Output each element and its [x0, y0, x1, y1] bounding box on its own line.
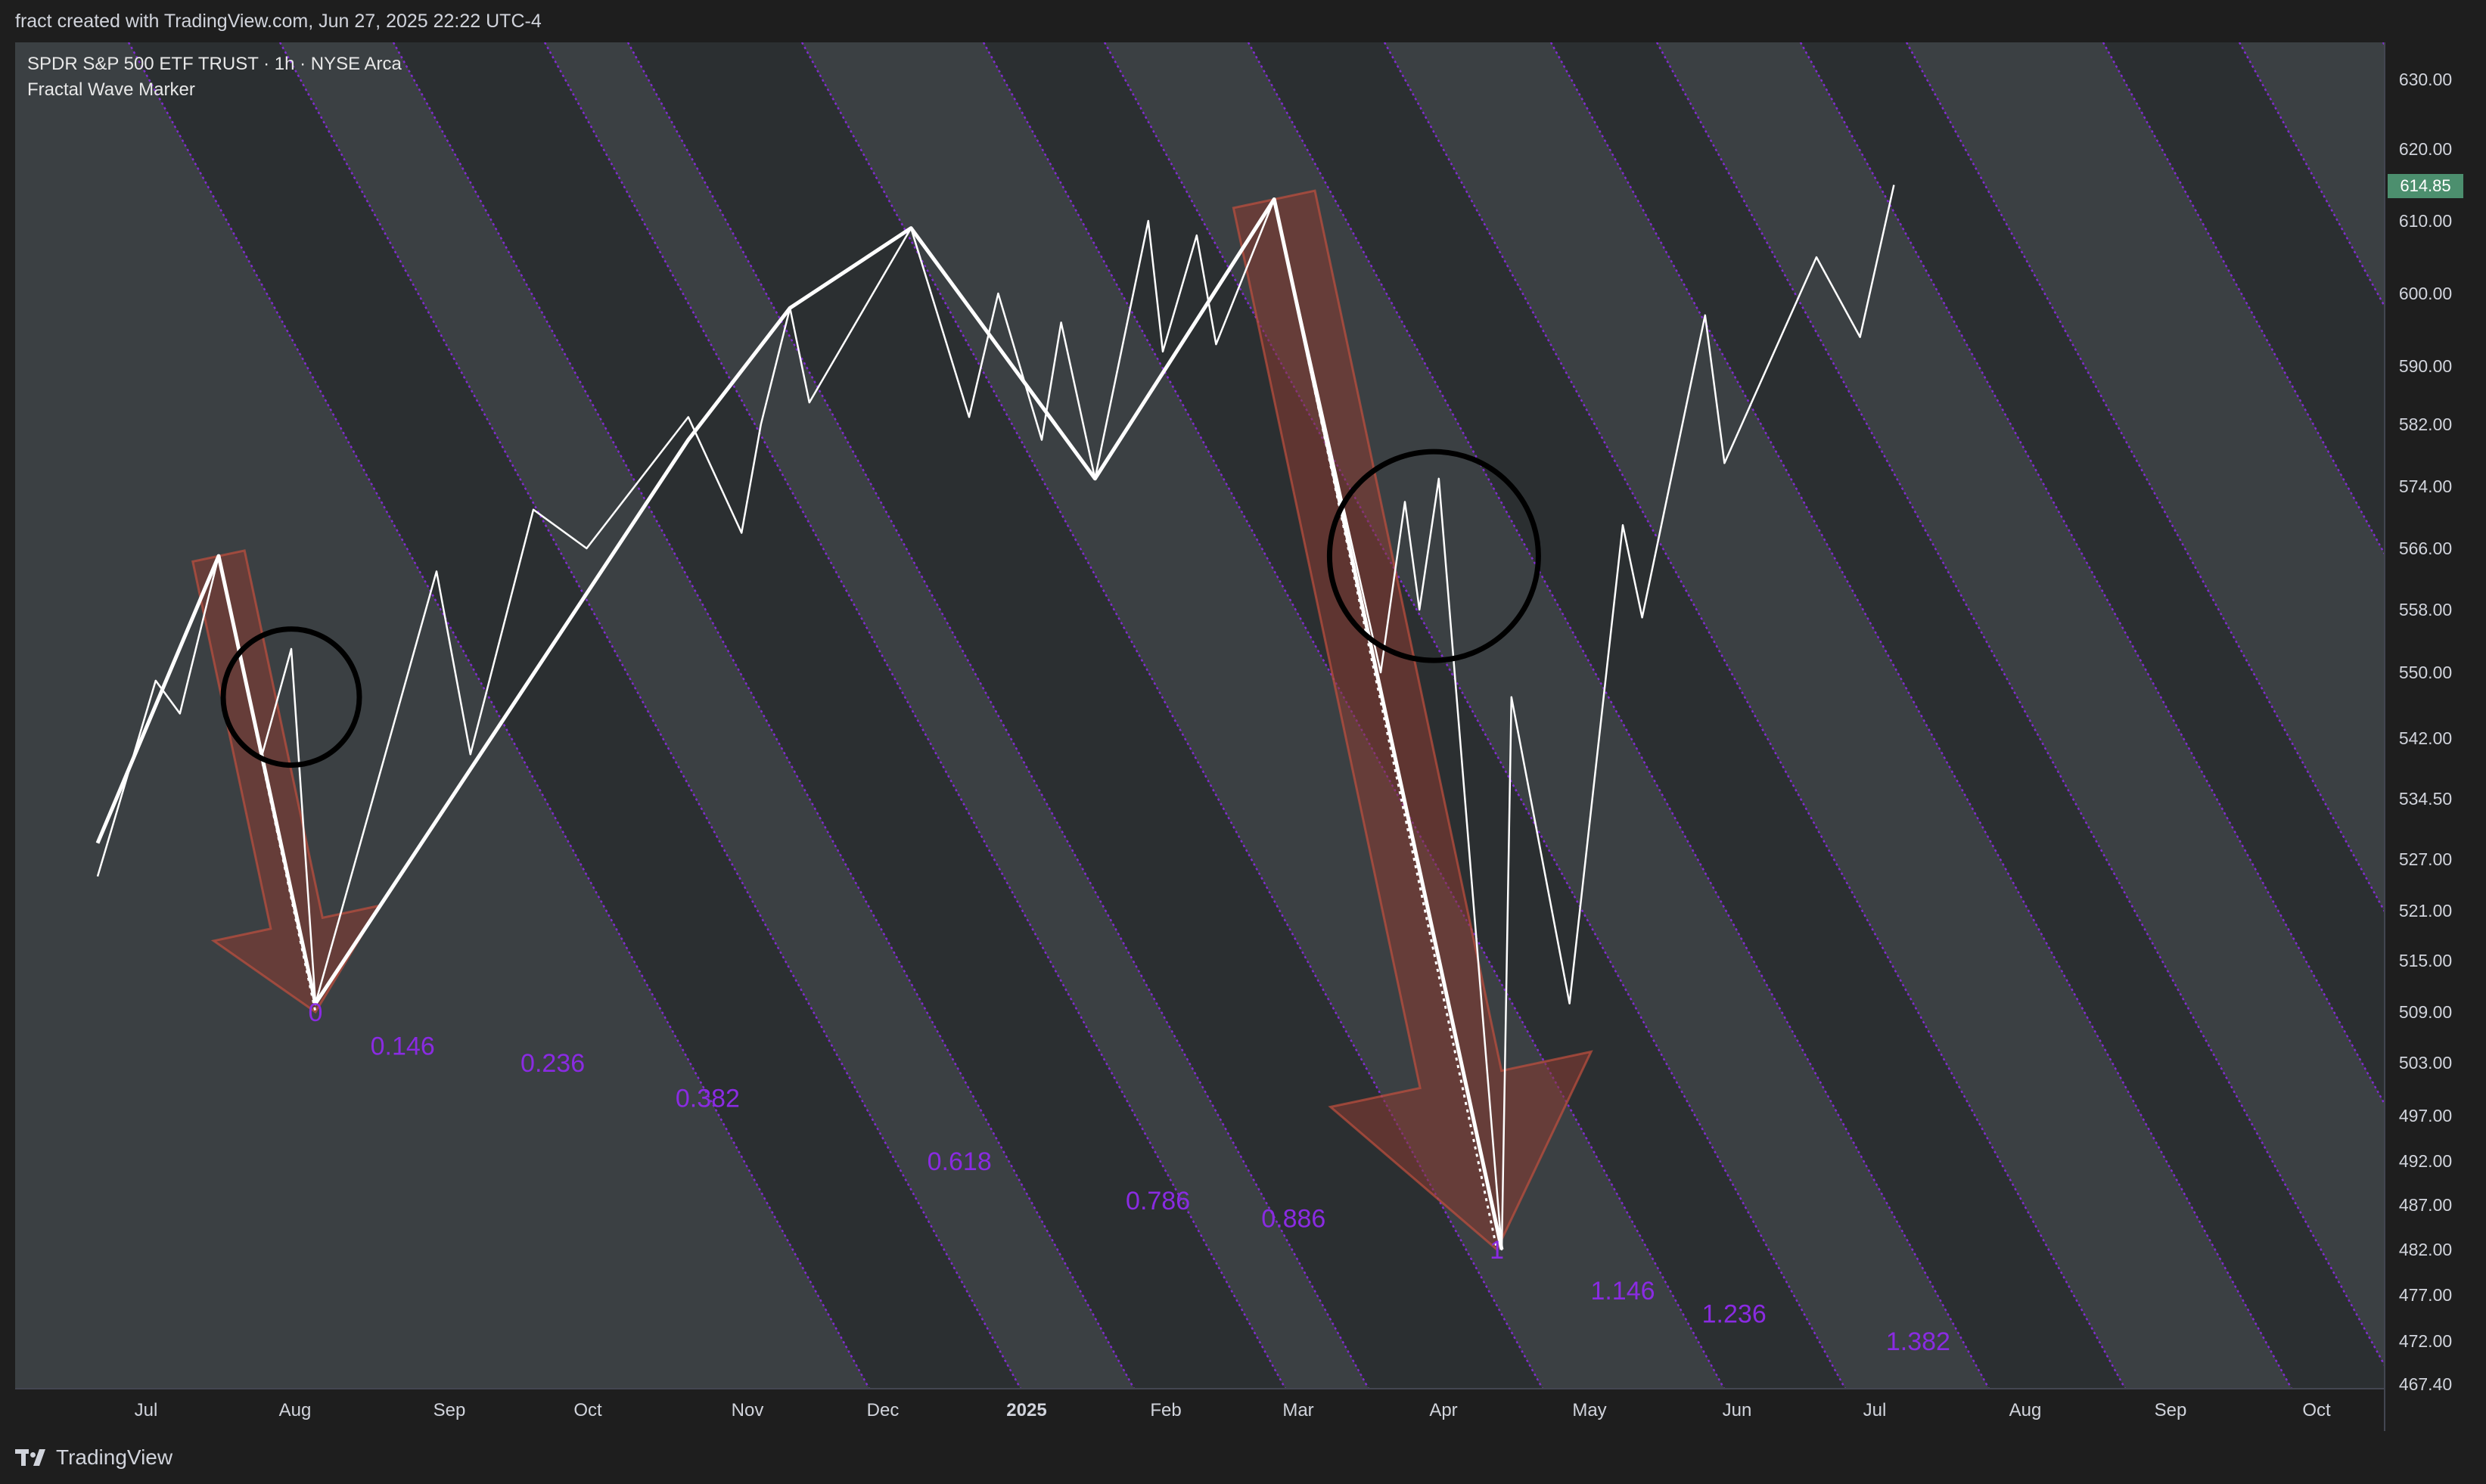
fib-band-edge [1655, 42, 2385, 1368]
fib-level-label: 0.236 [521, 1049, 585, 1078]
fib-band-edge [2238, 42, 2385, 309]
y-tick-label: 477.00 [2399, 1285, 2452, 1305]
fib-band-edge [392, 42, 1136, 1389]
fib-time-band [1551, 42, 2385, 1389]
y-tick-label: 503.00 [2399, 1053, 2452, 1073]
y-tick-label: 509.00 [2399, 1002, 2452, 1022]
top-bar: fract created with TradingView.com, Jun … [0, 0, 2486, 42]
fib-band-edge [1799, 42, 2385, 1107]
fib-level-label: 0.886 [1261, 1205, 1325, 1234]
fib-level-labels: 0 0.146 0.236 0.382 0.618 0.786 0.886 1 1.146 1.2… [309, 998, 1950, 1356]
fib-time-band [2103, 42, 2385, 554]
wave-arrow [191, 549, 382, 1014]
fib-time-band [1248, 42, 2125, 1389]
x-tick-label: Oct [573, 1400, 602, 1420]
fib-time-band [129, 42, 1021, 1389]
x-tick-label: Feb [1150, 1400, 1181, 1420]
x-tick-label: May [1572, 1400, 1606, 1420]
wave-dotted-lines [217, 199, 1499, 1250]
y-tick-label: 492.00 [2399, 1151, 2452, 1171]
y-tick-label: 467.40 [2399, 1374, 2452, 1394]
y-tick-label: 521.00 [2399, 901, 2452, 921]
fib-band-edge [2102, 42, 2385, 556]
fib-level-label: 1.382 [1886, 1327, 1950, 1356]
x-tick-label: Nov [732, 1400, 764, 1420]
highlight-circle [1326, 449, 1541, 663]
fib-band-edge [1549, 42, 2293, 1389]
y-tick-label: 600.00 [2399, 284, 2452, 303]
fib-level-label: 0.382 [676, 1085, 740, 1113]
fib-band-edge [278, 42, 1022, 1389]
fib-level-label: 0.146 [371, 1032, 435, 1061]
fib-band-edge [800, 42, 1544, 1389]
y-tick-label: 497.00 [2399, 1106, 2452, 1125]
last-price-tag: 614.85 [2388, 173, 2463, 198]
x-tick-label: Apr [1429, 1400, 1457, 1420]
minor-swing-line [96, 185, 1895, 1251]
minor-swing-path [96, 185, 1895, 1251]
fib-time-band [628, 42, 1543, 1389]
fib-band-edge [1905, 42, 2385, 914]
tradingview-brand: TradingView [56, 1445, 173, 1469]
y-tick-label: 472.00 [2399, 1331, 2452, 1351]
tradingview-icon [15, 1449, 48, 1466]
y-tick-label: 610.00 [2399, 211, 2452, 231]
fib-level-label: 0 [309, 998, 323, 1027]
x-axis-ticks: Jul Aug Sep Oct Nov Dec 2025 Feb Mar Apr May Jun Jul… [135, 1400, 2331, 1420]
x-tick-label: Aug [279, 1400, 312, 1420]
fib-band-edge [1103, 42, 1847, 1389]
y-tick-label: 534.50 [2399, 789, 2452, 809]
fib-level-label: 0.618 [928, 1147, 992, 1176]
fib-level-label: 1 [1490, 1236, 1504, 1265]
x-tick-label: Sep [2155, 1400, 2187, 1420]
y-tick-label: 515.00 [2399, 951, 2452, 970]
y-tick-label: 550.00 [2399, 663, 2452, 682]
wave-dotted-line [1273, 199, 1499, 1250]
highlight-circle [220, 626, 362, 768]
wave-arrow [1232, 189, 1593, 1252]
y-tick-label: 482.00 [2399, 1240, 2452, 1259]
fib-time-band [393, 42, 1285, 1389]
y-tick-label: 590.00 [2399, 356, 2452, 376]
y-tick-label: 582.00 [2399, 414, 2452, 434]
fib-band-edge [1383, 42, 2127, 1389]
x-tick-label: Sep [433, 1400, 466, 1420]
highlight-circles [220, 449, 1541, 768]
wave-arrows [191, 189, 1593, 1252]
fib-level-label: 0.786 [1126, 1187, 1190, 1215]
y-tick-label: 566.00 [2399, 539, 2452, 558]
fib-band-edge [1247, 42, 1990, 1389]
x-tick-label: Jun [1723, 1400, 1752, 1420]
y-tick-label: 487.00 [2399, 1195, 2452, 1215]
fib-band-edge [543, 42, 1287, 1389]
fib-level-label: 1.146 [1590, 1277, 1655, 1305]
x-tick-label: Aug [2009, 1400, 2042, 1420]
x-tick-label: Jul [1863, 1400, 1887, 1420]
chart-legend[interactable]: SPDR S&P 500 ETF TRUST · 1h · NYSE Arca … [27, 51, 402, 103]
y-axis-ticks: 630.00 620.00 610.00 600.00 590.00 582.00 574.… [2399, 70, 2452, 1394]
fib-band-edge [127, 42, 871, 1389]
x-axis-area[interactable] [15, 1389, 2385, 1431]
x-tick-label: 2025 [1006, 1400, 1046, 1420]
y-tick-label: 630.00 [2399, 70, 2452, 89]
y-tick-label: 558.00 [2399, 600, 2452, 619]
indicator-name[interactable]: Fractal Wave Marker [27, 79, 195, 100]
tradingview-logo[interactable]: TradingView [15, 1445, 172, 1470]
fib-level-label: 1.236 [1702, 1299, 1767, 1328]
y-tick-label: 620.00 [2399, 139, 2452, 159]
y-tick-label: 542.00 [2399, 728, 2452, 748]
x-tick-label: Dec [867, 1400, 900, 1420]
fib-band-edge [626, 42, 1370, 1389]
chart-caption: fract created with TradingView.com, Jun … [15, 11, 542, 32]
bottom-bar [0, 1431, 2486, 1484]
x-tick-label: Jul [135, 1400, 158, 1420]
y-axis-area[interactable] [2385, 42, 2486, 1431]
y-tick-label: 574.00 [2399, 477, 2452, 496]
symbol-title[interactable]: SPDR S&P 500 ETF TRUST · 1h · NYSE Arca [27, 54, 402, 74]
x-tick-label: Oct [2302, 1400, 2331, 1420]
y-tick-label: 527.00 [2399, 849, 2452, 869]
x-tick-label: Mar [1282, 1400, 1313, 1420]
wave-dotted-line [217, 555, 317, 1013]
